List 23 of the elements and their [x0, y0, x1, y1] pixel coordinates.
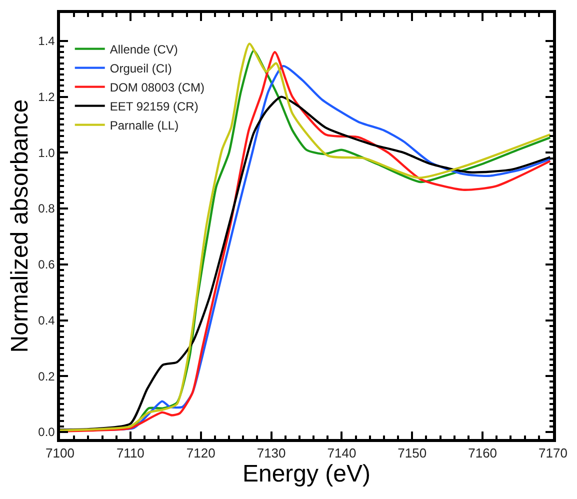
- x-tick-label: 7100: [46, 445, 74, 460]
- x-tick-label: 7160: [468, 445, 498, 460]
- legend-label: Allende (CV): [110, 42, 178, 56]
- x-tick-label: 7130: [256, 445, 286, 460]
- x-tick-label: 7110: [116, 445, 144, 460]
- y-tick-label: 0.4: [38, 313, 56, 328]
- x-tick-label: 7170: [538, 445, 568, 460]
- legend-label: Orgueil (CI): [110, 61, 172, 76]
- y-tick-label: 0.8: [38, 202, 56, 216]
- y-tick-label: 0.2: [38, 369, 56, 384]
- y-axis-title: Normalized absorbance: [6, 99, 34, 353]
- legend-label: DOM 08003 (CM): [110, 80, 205, 94]
- y-tick-label: 1.2: [38, 90, 56, 104]
- y-tick-label: 1.4: [38, 34, 56, 48]
- x-tick-label: 7140: [327, 445, 356, 460]
- y-tick-label: 0.0: [38, 425, 56, 440]
- y-tick-label: 0.6: [38, 258, 56, 272]
- y-tick-label: 1.0: [38, 146, 56, 160]
- x-tick-label: 7150: [398, 445, 427, 460]
- x-axis-title: Energy (eV): [242, 460, 371, 488]
- x-tick-label: 7120: [186, 445, 216, 460]
- legend-label: Parnalle (LL): [110, 118, 179, 132]
- legend-label: EET 92159 (CR): [110, 99, 198, 114]
